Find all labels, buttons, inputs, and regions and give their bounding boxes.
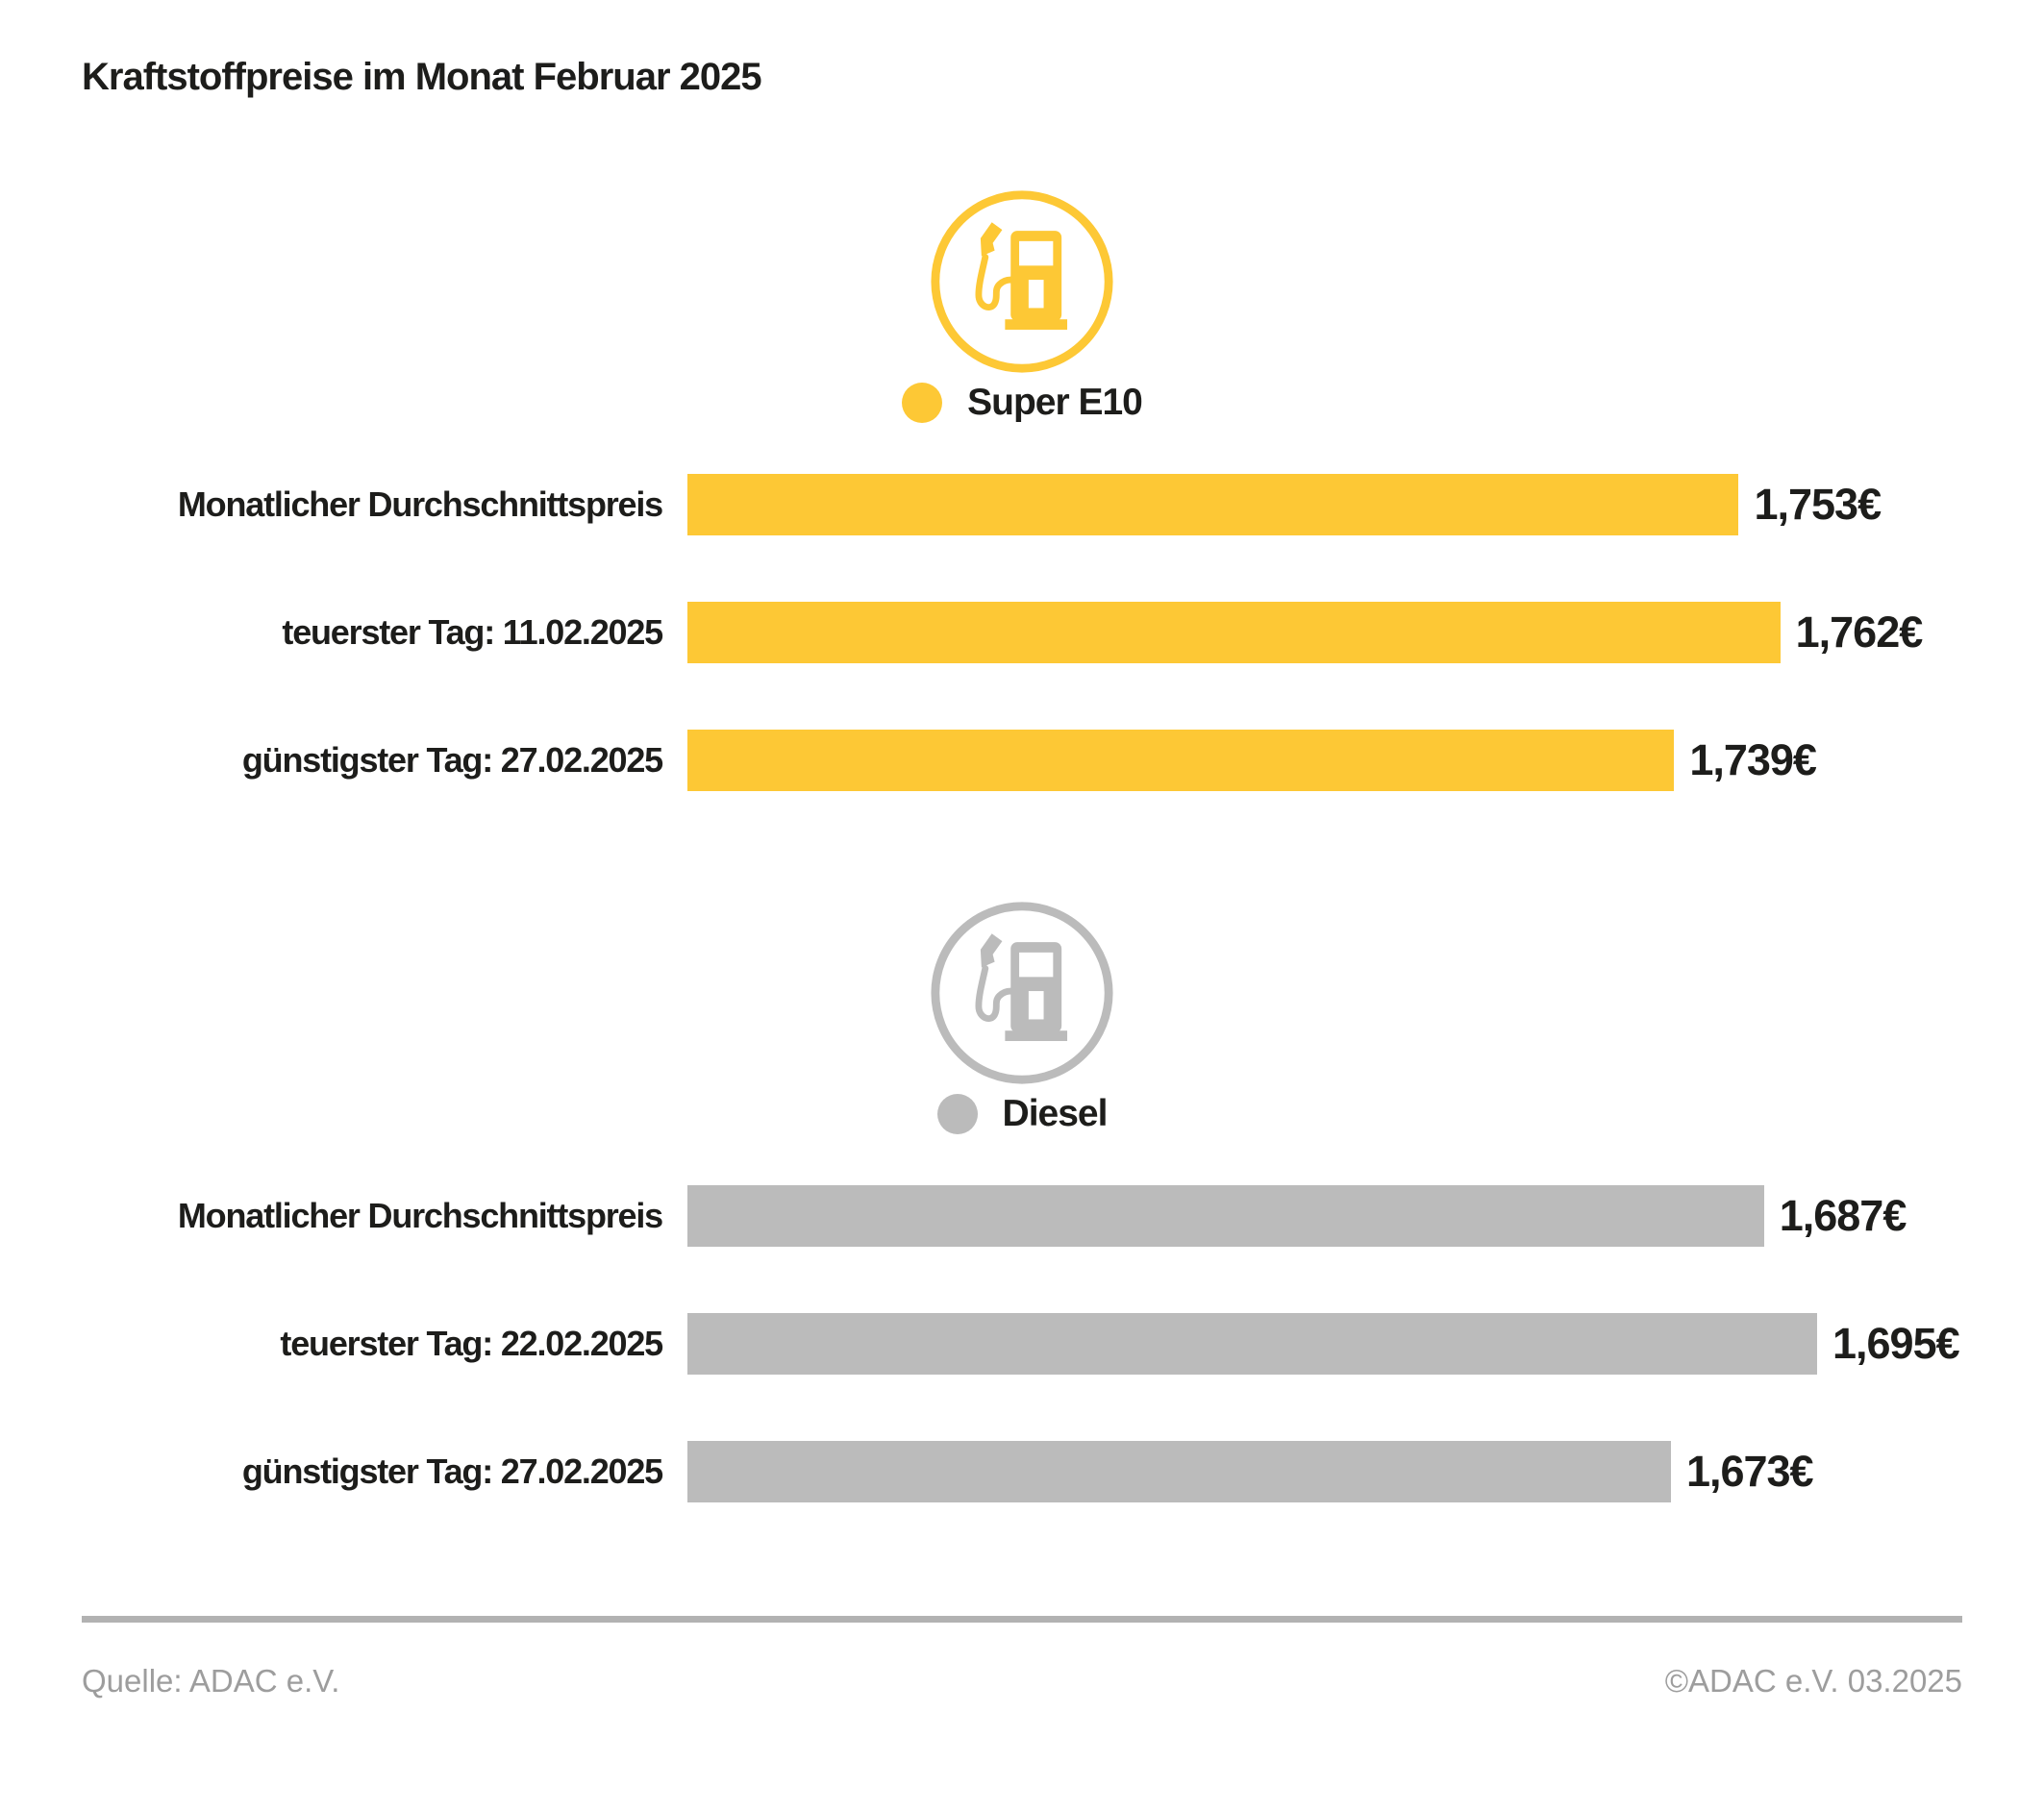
bar-track: 1,739€	[687, 730, 1817, 791]
bar-row-diesel-max: teuerster Tag: 22.02.2025 1,695€	[82, 1313, 1962, 1375]
bar-track: 1,762€	[687, 602, 1923, 663]
fuel-pump-icon	[928, 187, 1116, 376]
bar-label: günstigster Tag: 27.02.2025	[241, 1451, 663, 1491]
legend-dot-super-e10	[902, 383, 943, 423]
footer: Quelle: ADAC e.V. ©ADAC e.V. 03.2025	[82, 1616, 1962, 1699]
bar-label: teuerster Tag: 22.02.2025	[280, 1324, 663, 1363]
legend-super-e10: Super E10	[902, 382, 1143, 424]
bar-group-diesel: Monatlicher Durchschnittspreis 1,687€ te…	[82, 1185, 1962, 1502]
bar-diesel-average	[687, 1185, 1764, 1247]
divider	[82, 1616, 1962, 1623]
bar-value: 1,762€	[1795, 608, 1924, 657]
legend-label-diesel: Diesel	[1002, 1093, 1109, 1134]
bar-label: teuerster Tag: 11.02.2025	[282, 612, 663, 652]
legend-diesel: Diesel	[936, 1093, 1109, 1135]
bar-row-e10-min: günstigster Tag: 27.02.2025 1,739€	[82, 730, 1962, 791]
bar-value: 1,687€	[1779, 1191, 1907, 1240]
bar-row-diesel-min: günstigster Tag: 27.02.2025 1,673€	[82, 1441, 1962, 1502]
bar-row-e10-max: teuerster Tag: 11.02.2025 1,762€	[82, 602, 1962, 663]
bar-row-diesel-average: Monatlicher Durchschnittspreis 1,687€	[82, 1185, 1962, 1247]
copyright-text: ©ADAC e.V. 03.2025	[1664, 1663, 1962, 1699]
bar-super-e10-max	[687, 602, 1781, 663]
bar-track: 1,673€	[687, 1441, 1817, 1502]
bar-super-e10-average	[687, 474, 1739, 535]
source-text: Quelle: ADAC e.V.	[82, 1663, 340, 1699]
bar-label: Monatlicher Durchschnittspreis	[177, 1196, 663, 1235]
bar-value: 1,753€	[1754, 480, 1882, 529]
section-header-diesel: Diesel	[82, 899, 1962, 1135]
bar-track: 1,687€	[687, 1185, 1907, 1247]
bar-label: günstigster Tag: 27.02.2025	[241, 740, 663, 780]
legend-label-super-e10: Super E10	[967, 382, 1143, 423]
bar-super-e10-min	[687, 730, 1675, 791]
bar-diesel-min	[687, 1441, 1671, 1502]
bar-value: 1,673€	[1685, 1447, 1814, 1496]
bar-row-e10-average: Monatlicher Durchschnittspreis 1,753€	[82, 474, 1962, 535]
page-title: Kraftstoffpreise im Monat Februar 2025	[82, 56, 762, 98]
bar-diesel-max	[687, 1313, 1817, 1375]
bar-value: 1,739€	[1689, 735, 1817, 784]
fuel-pump-icon	[928, 899, 1116, 1087]
section-header-super-e10: Super E10	[82, 187, 1962, 424]
bar-group-super-e10: Monatlicher Durchschnittspreis 1,753€ te…	[82, 474, 1962, 791]
bar-track: 1,753€	[687, 474, 1882, 535]
bar-value: 1,695€	[1832, 1319, 1960, 1368]
bar-label: Monatlicher Durchschnittspreis	[177, 484, 663, 524]
bar-track: 1,695€	[687, 1313, 1960, 1375]
legend-dot-diesel	[936, 1094, 978, 1134]
